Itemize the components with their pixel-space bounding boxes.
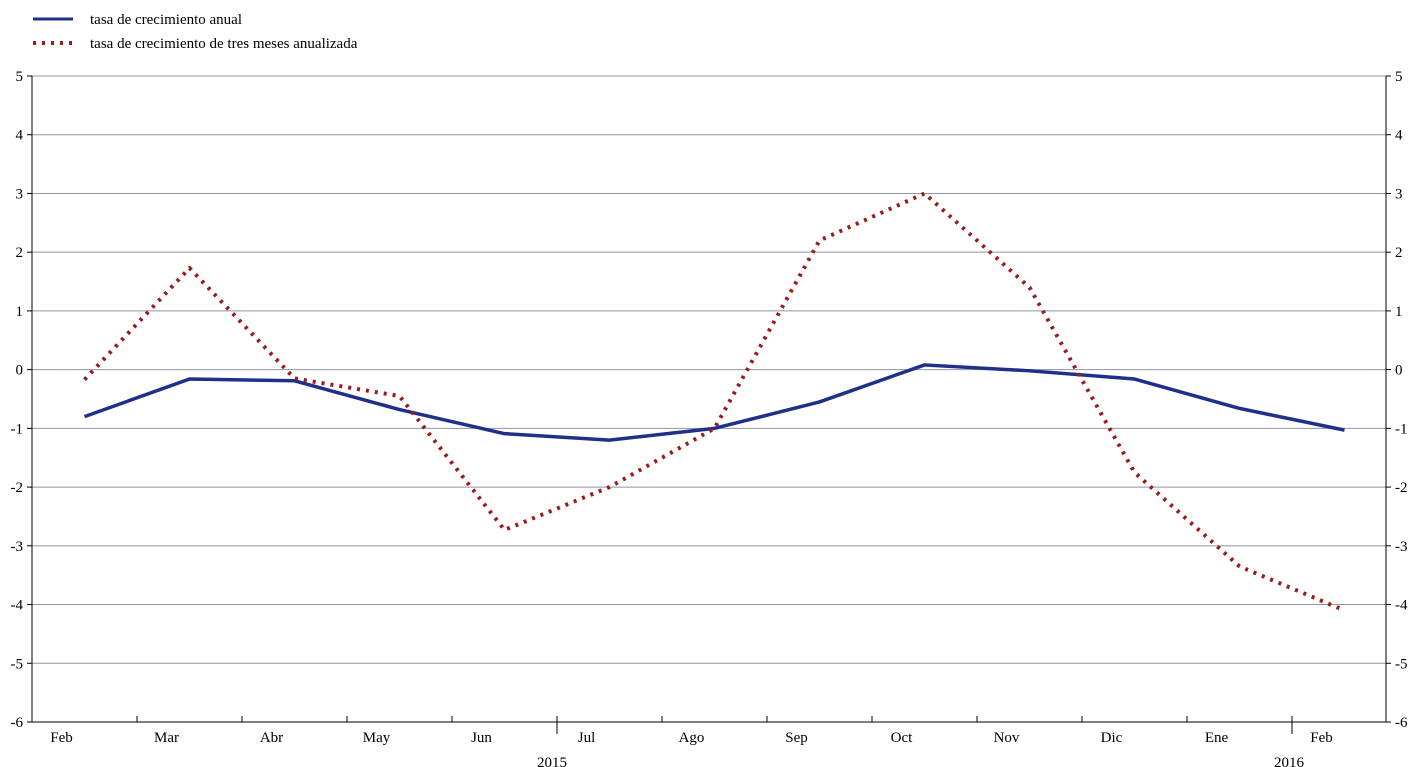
x-tick-label: Ago — [679, 730, 705, 746]
x-year-label: 2015 — [537, 755, 567, 767]
x-tick-label: Mar — [154, 730, 179, 746]
x-tick-label: Oct — [891, 730, 913, 746]
gridlines — [32, 75, 1386, 664]
series-line-annual — [83, 363, 1345, 442]
y-tick-label-right: 3 — [1395, 186, 1403, 202]
x-axis-ticks: Feb Mar Abr May Jun Jul Ago Sep Oct Nov Dic Ene Feb 2… — [50, 716, 1333, 767]
y-tick-label-right: -4 — [1395, 598, 1408, 614]
legend-entry-annual: tasa de crecimiento anual — [33, 12, 242, 28]
y-tick-label-left: 1 — [16, 304, 24, 320]
y-tick-label-right: 5 — [1395, 69, 1403, 85]
y-tick-label-right: 0 — [1395, 363, 1403, 379]
y-axis-right-ticks: 5 4 3 2 1 0 -1 -2 -3 -4 -5 -6 — [1386, 69, 1408, 731]
x-tick-label: Ene — [1205, 730, 1229, 746]
y-tick-label-left: -4 — [11, 598, 24, 614]
legend-label-three-month: tasa de crecimiento de tres meses anuali… — [90, 36, 358, 52]
series-line-three-month — [83, 191, 1346, 613]
x-tick-label: May — [363, 730, 391, 746]
y-tick-label-left: 2 — [16, 245, 24, 261]
y-tick-label-right: 2 — [1395, 245, 1403, 261]
y-tick-label-left: -2 — [11, 480, 24, 496]
x-tick-label: Feb — [50, 730, 73, 746]
x-tick-label: Dic — [1101, 730, 1123, 746]
x-tick-label: Jun — [471, 730, 492, 746]
x-tick-label: Nov — [994, 730, 1020, 746]
y-tick-label-left: -5 — [11, 656, 24, 672]
y-tick-label-left: -3 — [11, 539, 24, 555]
y-tick-label-left: -1 — [11, 421, 24, 437]
x-tick-label: Feb — [1310, 730, 1333, 746]
legend-entry-three-month: tasa de crecimiento de tres meses anuali… — [33, 36, 358, 52]
y-tick-label-right: -5 — [1395, 656, 1408, 672]
y-tick-label-left: 5 — [16, 69, 24, 85]
y-tick-label-right: -2 — [1395, 480, 1408, 496]
x-tick-label: Sep — [785, 730, 808, 746]
y-axis-left-ticks: 5 4 3 2 1 0 -1 -2 -3 -4 -5 -6 — [11, 69, 32, 731]
y-tick-label-right: 4 — [1395, 128, 1403, 144]
x-tick-label: Jul — [578, 730, 596, 746]
legend: tasa de crecimiento anual tasa de crecim… — [33, 12, 358, 52]
y-tick-label-left: 3 — [16, 186, 24, 202]
y-tick-label-left: 0 — [16, 363, 24, 379]
y-tick-label-left: -6 — [11, 715, 24, 731]
y-tick-label-right: -1 — [1395, 421, 1408, 437]
legend-label-annual: tasa de crecimiento anual — [90, 12, 242, 28]
y-tick-label-left: 4 — [16, 128, 24, 144]
axes — [31, 76, 1387, 723]
y-tick-label-right: 1 — [1395, 304, 1403, 320]
x-year-label: 2016 — [1274, 755, 1305, 767]
x-tick-label: Abr — [260, 730, 283, 746]
series-lines — [83, 191, 1346, 613]
y-tick-label-right: -3 — [1395, 539, 1408, 555]
y-tick-label-right: -6 — [1395, 715, 1408, 731]
